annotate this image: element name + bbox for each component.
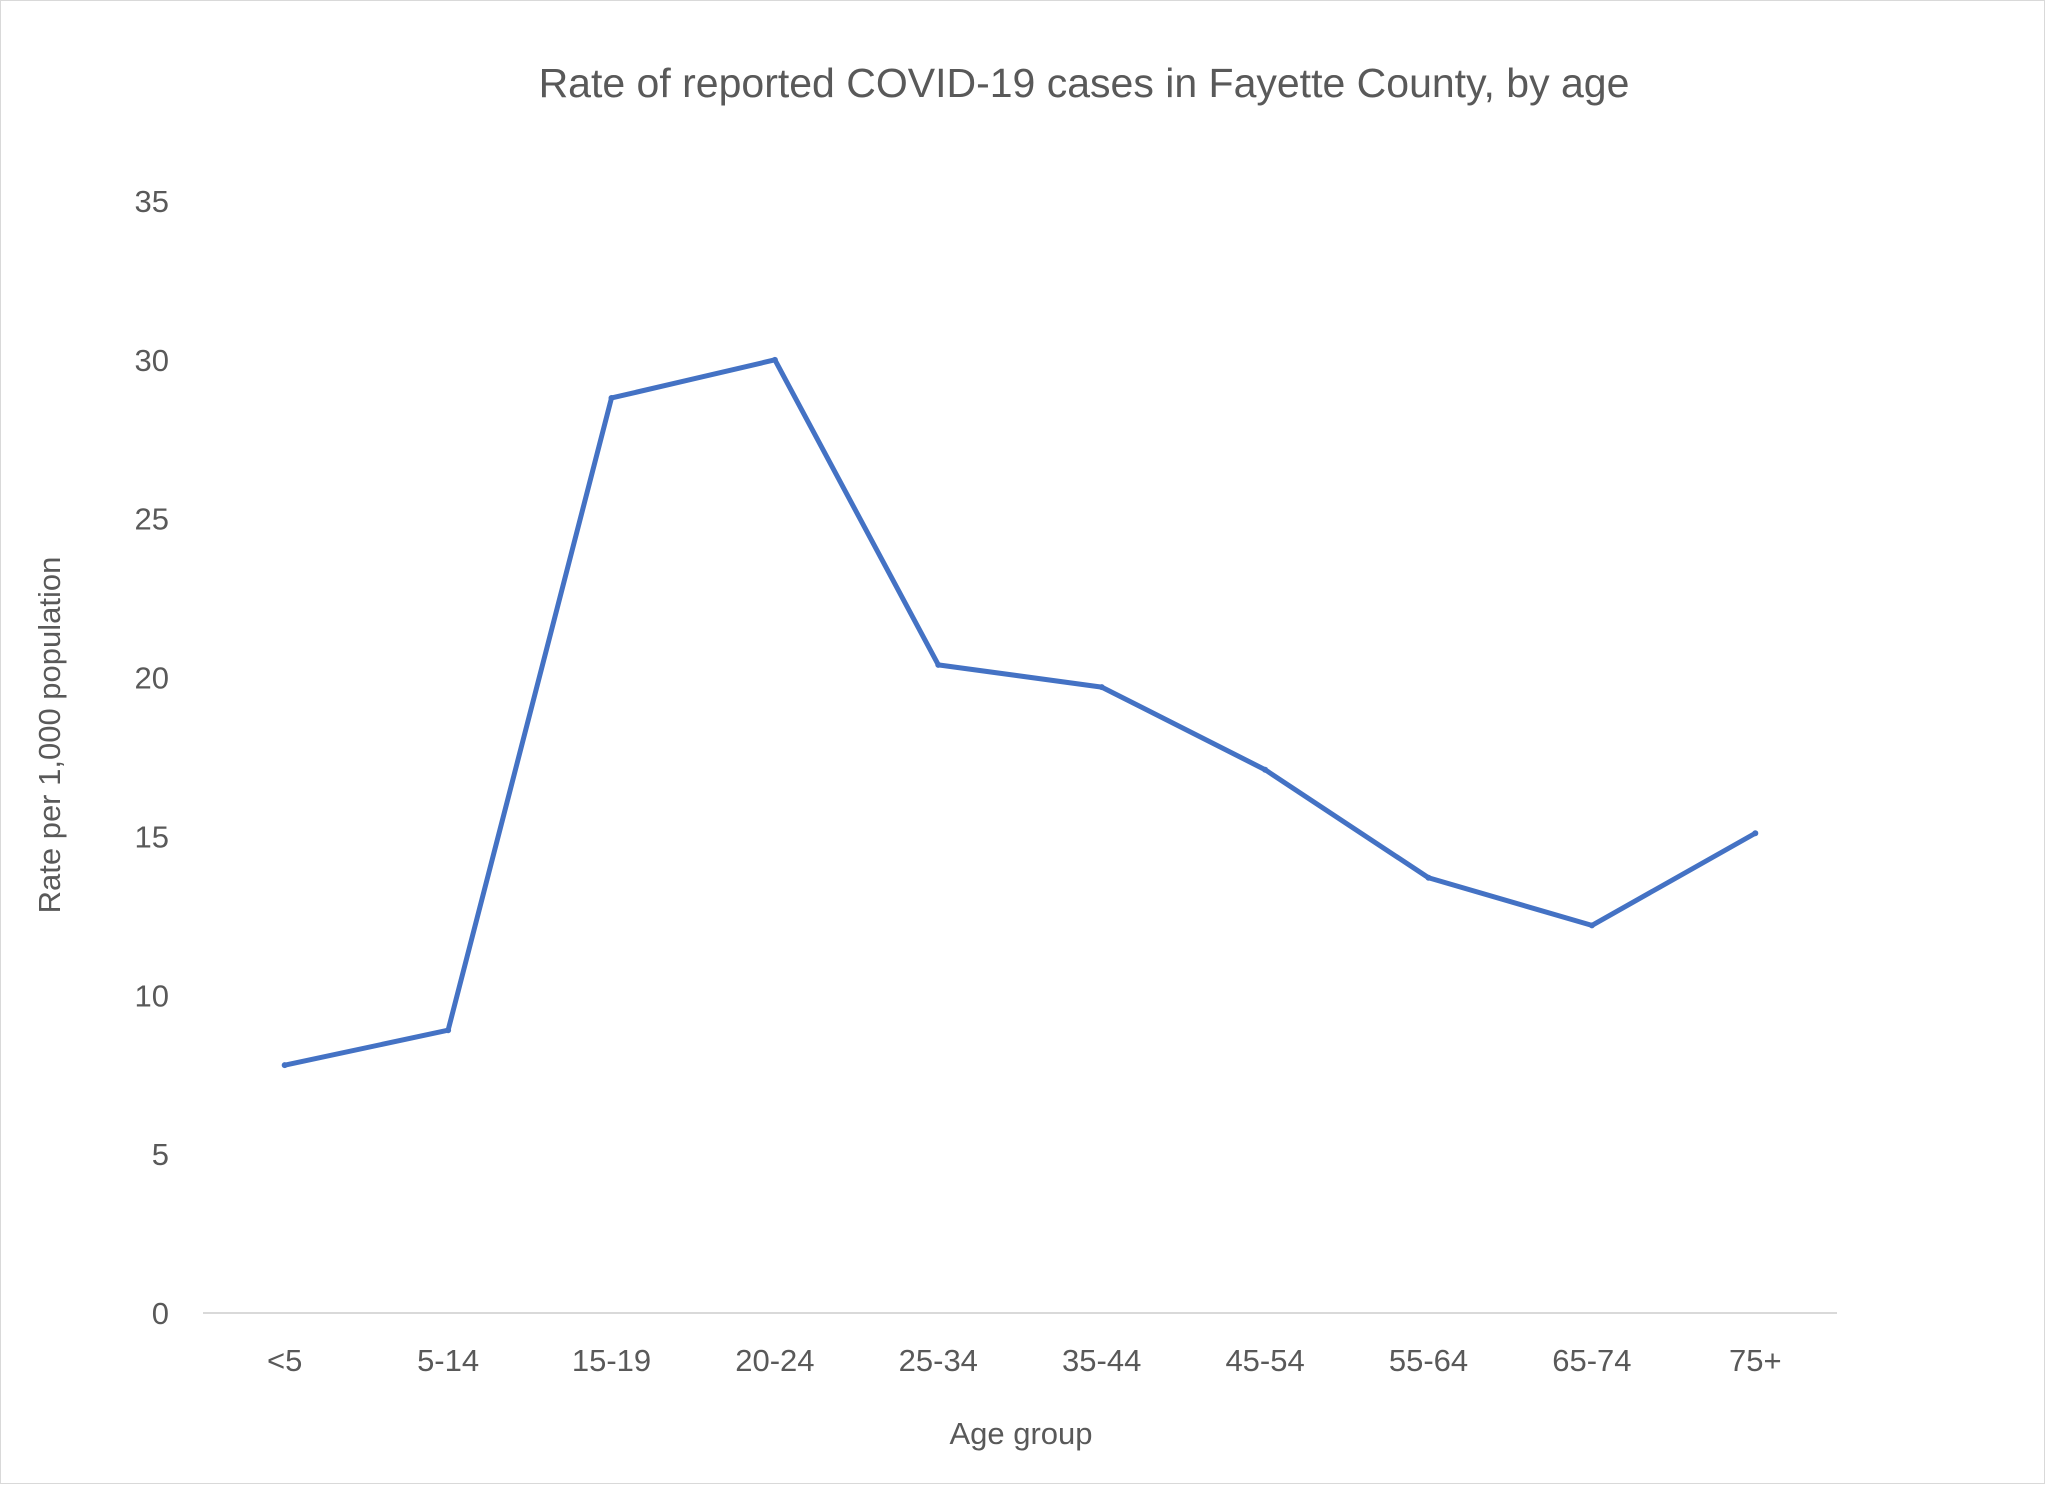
y-axis-ticks: 0 5 10 15 20 25 30 35 xyxy=(135,184,169,1331)
x-axis-title: Age group xyxy=(949,1416,1092,1451)
data-point xyxy=(1262,766,1269,773)
x-tick-label: 75+ xyxy=(1729,1343,1782,1378)
data-point xyxy=(281,1062,288,1069)
data-point xyxy=(935,661,942,668)
data-point xyxy=(771,356,778,363)
y-tick-label: 15 xyxy=(135,819,169,854)
x-tick-label: 35-44 xyxy=(1062,1343,1141,1378)
data-point xyxy=(608,394,615,401)
x-tick-label: 55-64 xyxy=(1389,1343,1468,1378)
x-axis-ticks: <5 5-14 15-19 20-24 25-34 35-44 45-54 55-64 65-7… xyxy=(267,1343,1782,1378)
y-axis-title: Rate per 1,000 population xyxy=(32,557,67,914)
data-point xyxy=(1425,874,1432,881)
x-tick-label: 45-54 xyxy=(1225,1343,1304,1378)
x-tick-label: <5 xyxy=(267,1343,302,1378)
x-tick-label: 25-34 xyxy=(899,1343,978,1378)
y-tick-label: 30 xyxy=(135,343,169,378)
data-point xyxy=(445,1027,452,1034)
data-point xyxy=(1588,922,1595,929)
data-point xyxy=(1752,830,1759,837)
series-layer xyxy=(281,356,1759,1069)
y-tick-label: 5 xyxy=(152,1137,169,1172)
y-tick-label: 35 xyxy=(135,184,169,219)
y-tick-label: 25 xyxy=(135,502,169,537)
y-tick-label: 10 xyxy=(135,978,169,1013)
data-point xyxy=(1098,684,1105,691)
x-tick-label: 5-14 xyxy=(417,1343,479,1378)
y-tick-label: 0 xyxy=(152,1296,169,1331)
series-line xyxy=(282,357,1758,1068)
x-tick-label: 65-74 xyxy=(1552,1343,1631,1378)
chart-title: Rate of reported COVID-19 cases in Fayet… xyxy=(539,60,1630,106)
x-tick-label: 15-19 xyxy=(572,1343,651,1378)
y-tick-label: 20 xyxy=(135,661,169,696)
x-tick-label: 20-24 xyxy=(735,1343,814,1378)
